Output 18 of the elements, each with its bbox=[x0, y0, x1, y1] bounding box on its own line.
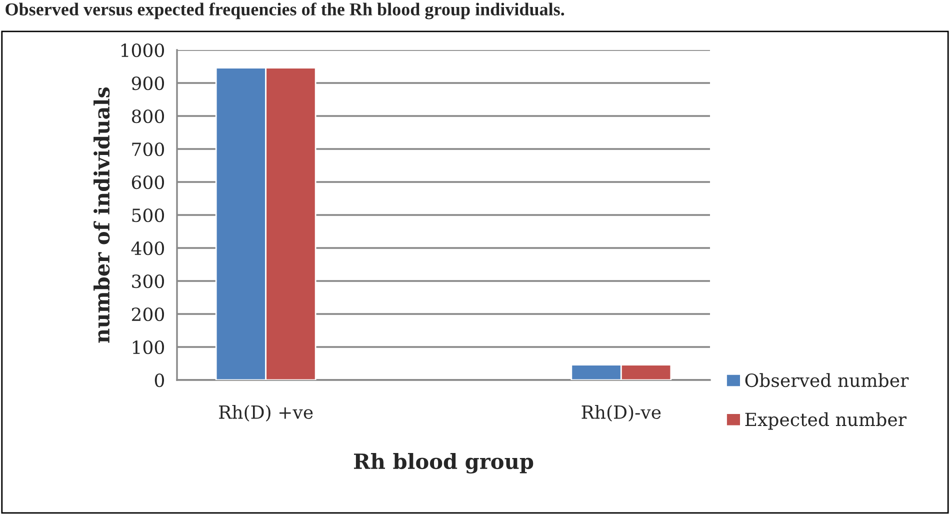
y-tick-label: 1000 bbox=[121, 43, 164, 58]
y-tick-label: 300 bbox=[132, 274, 164, 288]
legend-label: Observed number bbox=[745, 373, 909, 388]
y-tick-label: 0 bbox=[154, 373, 164, 388]
y-tick-label: 700 bbox=[132, 142, 164, 156]
chart-title: Observed versus expected frequencies of the Rh blood group individuals. bbox=[6, 2, 564, 20]
y-axis-title: number of individuals bbox=[94, 87, 110, 343]
y-tick-label: 200 bbox=[132, 307, 164, 322]
y-tick-label: 100 bbox=[132, 340, 164, 354]
x-tick-label: Rh(D)-ve bbox=[582, 405, 661, 422]
y-tick-label: 900 bbox=[132, 76, 164, 90]
y-tick-label: 500 bbox=[132, 208, 164, 222]
x-axis-title: Rh blood group bbox=[354, 453, 534, 474]
x-tick-label: Rh(D) +ve bbox=[219, 405, 313, 422]
y-tick-label: 600 bbox=[132, 175, 164, 190]
legend-label: Expected number bbox=[745, 412, 907, 430]
y-tick-label: 800 bbox=[132, 109, 164, 124]
y-tick-label: 400 bbox=[131, 241, 164, 256]
